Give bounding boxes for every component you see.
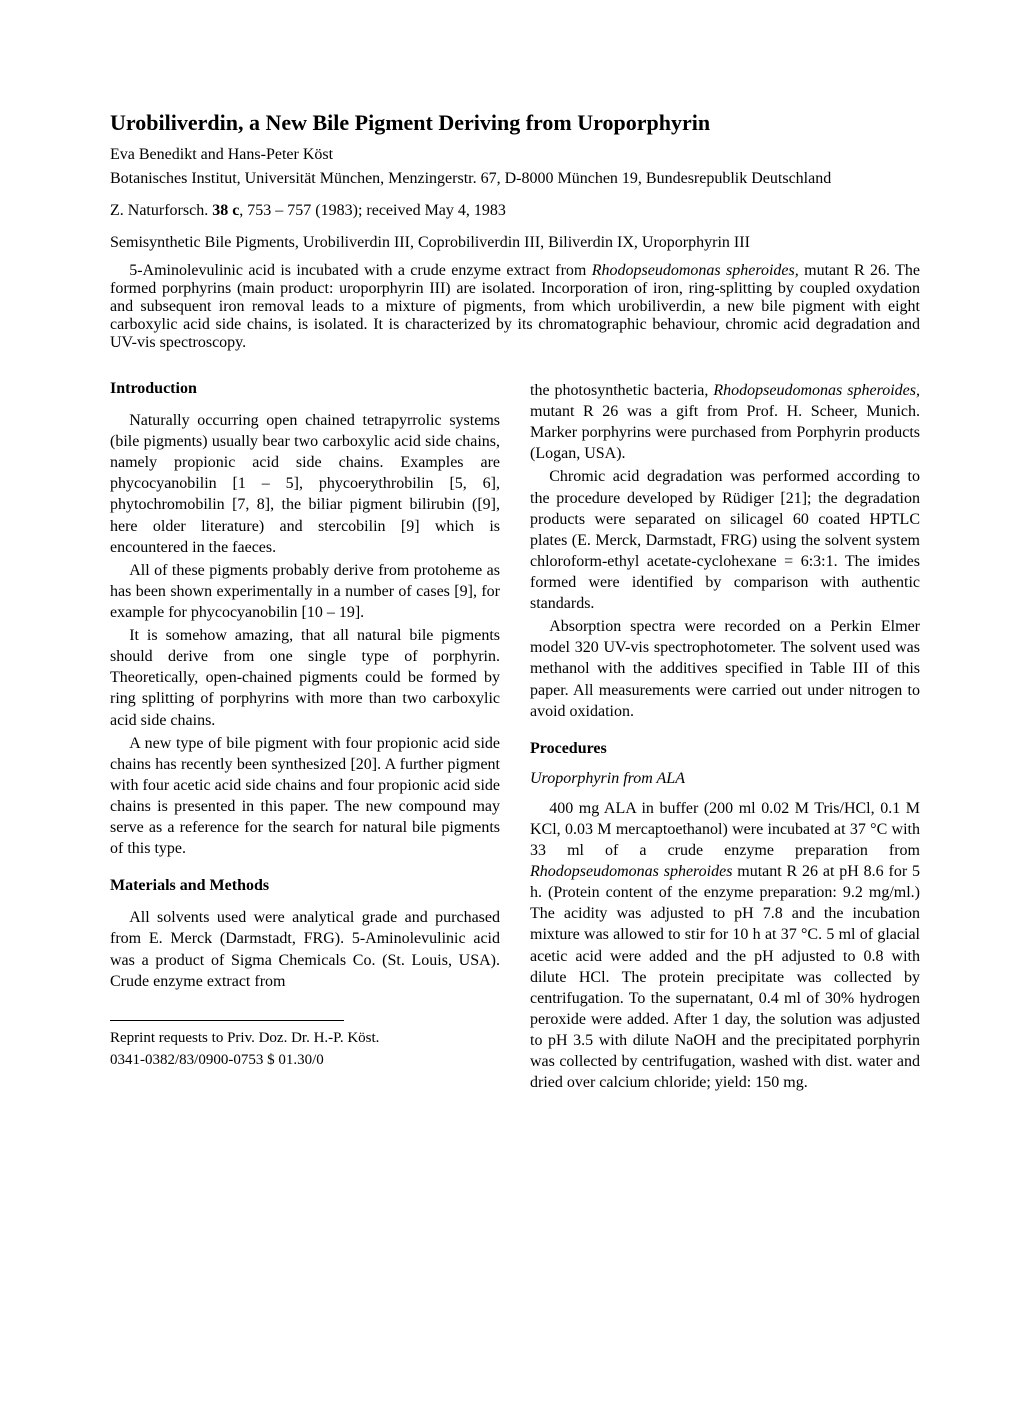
taxon-name: Rhodopseudomonas spheroides,: [713, 382, 920, 399]
text-run: KCl, 0.03: [530, 821, 597, 838]
intro-para-3: It is somehow amazing, that all natural …: [110, 625, 500, 731]
intro-para-4: A new type of bile pigment with four pro…: [110, 733, 500, 860]
taxon-name: Rhodopseudomonas spheroides: [530, 863, 732, 880]
keywords: Semisynthetic Bile Pigments, Urobiliverd…: [110, 234, 920, 252]
footnote-rule: [110, 1020, 344, 1021]
left-column: Introduction Naturally occurring open ch…: [110, 380, 500, 1095]
subheading-uroporphyrin: Uroporphyrin from ALA: [530, 770, 920, 788]
journal-citation: Z. Naturforsch. 38 c, 753 – 757 (1983); …: [110, 202, 920, 220]
heading-introduction: Introduction: [110, 380, 500, 398]
heading-materials-methods: Materials and Methods: [110, 877, 500, 895]
two-column-body: Introduction Naturally occurring open ch…: [110, 380, 920, 1095]
molar-unit: M: [795, 800, 809, 817]
issn-price: 0341-0382/83/0900-0753 $ 01.30/0: [110, 1051, 500, 1071]
authors: Eva Benedikt and Hans-Peter Köst: [110, 146, 920, 164]
text-run: mutant R 26 was a gift from Prof. H. Sch…: [530, 403, 920, 462]
intro-para-2: All of these pigments probably derive fr…: [110, 560, 500, 623]
abstract: 5-Aminolevulinic acid is incubated with …: [110, 262, 920, 352]
intro-para-1: Naturally occurring open chained tetrapy…: [110, 410, 500, 558]
mm-para-1: All solvents used were analytical grade …: [110, 907, 500, 991]
text-run: 400 mg ALA in buffer (200 ml 0.02: [549, 800, 795, 817]
mm-para-3: Absorption spectra were recorded on a Pe…: [530, 616, 920, 722]
molar-unit: M: [597, 821, 611, 838]
molar-unit: M: [906, 800, 920, 817]
mm-para-2: Chromic acid degradation was performed a…: [530, 466, 920, 614]
reprint-request: Reprint requests to Priv. Doz. Dr. H.-P.…: [110, 1029, 500, 1049]
heading-procedures: Procedures: [530, 740, 920, 758]
right-column: the photosynthetic bacteria, Rhodopseudo…: [530, 380, 920, 1095]
text-run: Tris/HCl, 0.1: [809, 800, 906, 817]
page: Urobiliverdin, a New Bile Pigment Derivi…: [0, 0, 1020, 1155]
article-title: Urobiliverdin, a New Bile Pigment Derivi…: [110, 110, 920, 136]
proc-para-1: 400 mg ALA in buffer (200 ml 0.02 M Tris…: [530, 798, 920, 1094]
affiliation: Botanisches Institut, Universität Münche…: [110, 170, 920, 188]
mm-para-1-cont: the photosynthetic bacteria, Rhodopseudo…: [530, 380, 920, 464]
text-run: the photosynthetic bacteria,: [530, 382, 713, 399]
text-run: mutant R 26 at pH 8.6 for 5 h. (Protein …: [530, 863, 920, 1091]
